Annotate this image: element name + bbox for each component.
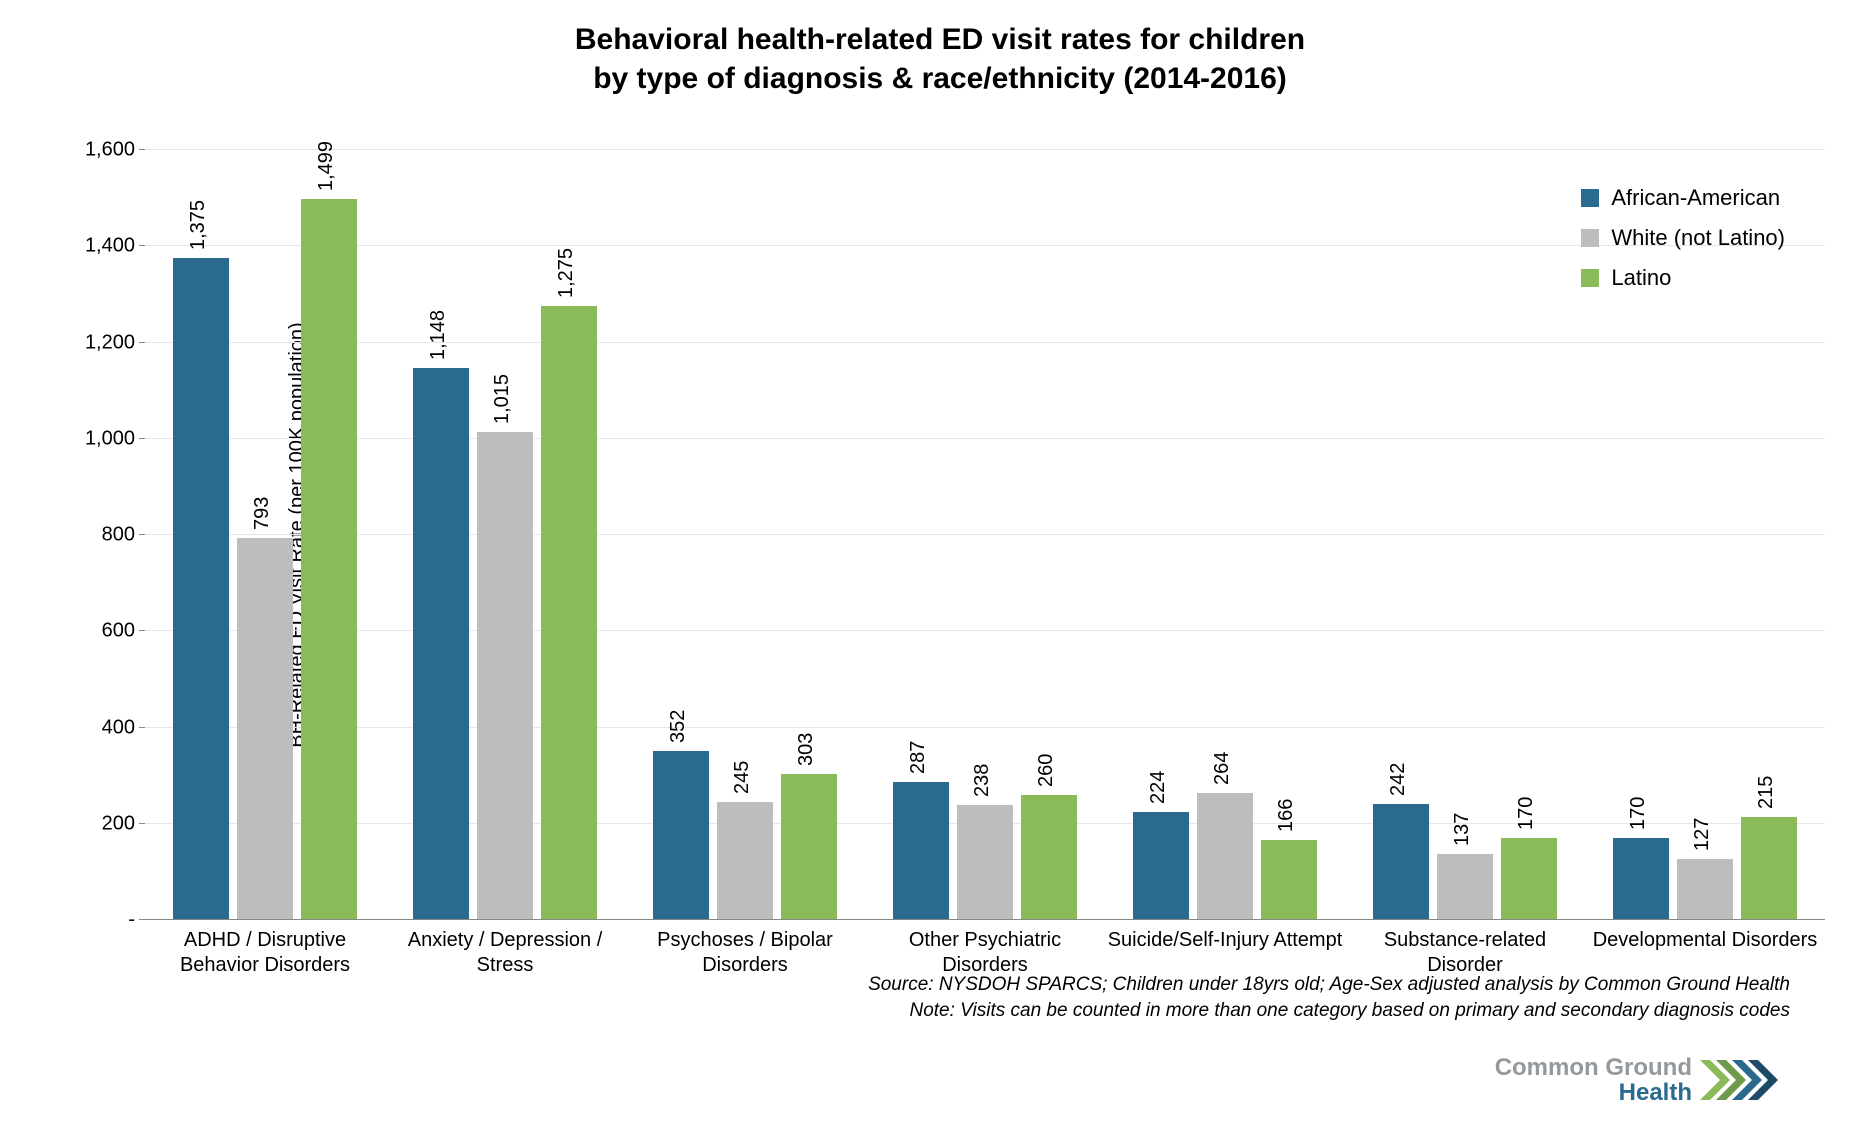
logo-text: Common Ground Health <box>1495 1055 1692 1105</box>
bar-value-label: 1,148 <box>427 309 450 359</box>
legend: African-American White (not Latino) Latino <box>1581 185 1785 305</box>
x-axis-line <box>145 919 1825 920</box>
x-axis-category-label: Psychoses / Bipolar Disorders <box>625 928 865 978</box>
bar-value-label: 793 <box>251 497 274 530</box>
source-line1: Source: NYSDOH SPARCS; Children under 18… <box>868 972 1790 999</box>
legend-item: Latino <box>1581 265 1785 291</box>
bar <box>717 802 773 920</box>
legend-swatch <box>1581 229 1599 247</box>
x-axis-category-label: Anxiety / Depression / Stress <box>385 928 625 978</box>
bar-value-label: 1,275 <box>555 248 578 298</box>
category-group: 1,3757931,499ADHD / Disruptive Behavior … <box>145 150 385 920</box>
category-group: 287238260Other Psychiatric Disorders <box>865 150 1105 920</box>
bar-value-label: 166 <box>1275 799 1298 832</box>
bar-value-label: 224 <box>1147 771 1170 804</box>
bar <box>1373 804 1429 920</box>
bar <box>1741 817 1797 920</box>
bar <box>541 306 597 920</box>
y-tick-label: - <box>65 909 135 932</box>
bar <box>173 258 229 920</box>
legend-item: White (not Latino) <box>1581 225 1785 251</box>
bar-value-label: 287 <box>907 741 930 774</box>
x-axis-category-label: ADHD / Disruptive Behavior Disorders <box>145 928 385 978</box>
legend-swatch <box>1581 189 1599 207</box>
x-axis-category-label: Developmental Disorders <box>1585 928 1825 953</box>
bars-area: 1,3757931,499ADHD / Disruptive Behavior … <box>145 150 1825 920</box>
logo-chevrons-icon <box>1700 1056 1790 1104</box>
source-note: Source: NYSDOH SPARCS; Children under 18… <box>868 972 1790 1025</box>
category-group: 242137170Substance-related Disorder <box>1345 150 1585 920</box>
bar <box>237 538 293 920</box>
bar-value-label: 1,015 <box>491 373 514 423</box>
y-tick-label: 200 <box>65 812 135 835</box>
legend-label: White (not Latino) <box>1611 225 1785 251</box>
legend-label: African-American <box>1611 185 1780 211</box>
bar <box>893 782 949 920</box>
category-group: 1,1481,0151,275Anxiety / Depression / St… <box>385 150 625 920</box>
bar <box>301 199 357 920</box>
bar-value-label: 264 <box>1211 752 1234 785</box>
logo-text-1: Common Ground <box>1495 1054 1692 1081</box>
bar <box>477 432 533 920</box>
bar <box>1021 795 1077 920</box>
logo: Common Ground Health <box>1495 1055 1790 1105</box>
category-group: 224264166Suicide/Self-Injury Attempt <box>1105 150 1345 920</box>
bar-value-label: 352 <box>667 709 690 742</box>
bar <box>1613 838 1669 920</box>
bar-value-label: 260 <box>1035 754 1058 787</box>
bar-value-label: 127 <box>1691 818 1714 851</box>
y-tick-label: 800 <box>65 524 135 547</box>
bar-value-label: 215 <box>1755 775 1778 808</box>
x-axis-category-label: Suicide/Self-Injury Attempt <box>1105 928 1345 953</box>
x-axis-category-label: Substance-related Disorder <box>1345 928 1585 978</box>
legend-item: African-American <box>1581 185 1785 211</box>
chart-title: Behavioral health-related ED visit rates… <box>40 20 1840 98</box>
bar <box>653 751 709 920</box>
chart-container: Behavioral health-related ED visit rates… <box>40 20 1840 1120</box>
chart-title-line2: by type of diagnosis & race/ethnicity (2… <box>40 59 1840 98</box>
legend-label: Latino <box>1611 265 1671 291</box>
source-line2: Note: Visits can be counted in more than… <box>868 998 1790 1025</box>
bar-value-label: 303 <box>795 733 818 766</box>
bar-value-label: 238 <box>971 764 994 797</box>
y-tick-label: 1,000 <box>65 427 135 450</box>
bar <box>1261 840 1317 920</box>
x-axis-category-label: Other Psychiatric Disorders <box>865 928 1105 978</box>
bar-value-label: 1,375 <box>187 200 210 250</box>
bar-value-label: 242 <box>1387 762 1410 795</box>
bar <box>1437 854 1493 920</box>
legend-swatch <box>1581 269 1599 287</box>
bar <box>413 368 469 920</box>
y-tick-label: 400 <box>65 716 135 739</box>
bar-value-label: 170 <box>1515 797 1538 830</box>
bar-value-label: 1,499 <box>315 141 338 191</box>
bar-value-label: 137 <box>1451 813 1474 846</box>
y-tick-label: 1,400 <box>65 235 135 258</box>
logo-text-2: Health <box>1619 1079 1692 1106</box>
y-tick-label: 1,200 <box>65 331 135 354</box>
bar <box>1677 859 1733 920</box>
category-group: 352245303Psychoses / Bipolar Disorders <box>625 150 865 920</box>
y-tick-label: 600 <box>65 620 135 643</box>
plot-area: BH-Related ED Visit Rate (per 100K popul… <box>145 150 1825 920</box>
bar <box>957 805 1013 920</box>
bar-value-label: 245 <box>731 761 754 794</box>
bar <box>781 774 837 920</box>
bar <box>1133 812 1189 920</box>
y-tick-label: 1,600 <box>65 139 135 162</box>
bar-value-label: 170 <box>1627 797 1650 830</box>
bar <box>1501 838 1557 920</box>
bar <box>1197 793 1253 920</box>
chart-title-line1: Behavioral health-related ED visit rates… <box>40 20 1840 59</box>
